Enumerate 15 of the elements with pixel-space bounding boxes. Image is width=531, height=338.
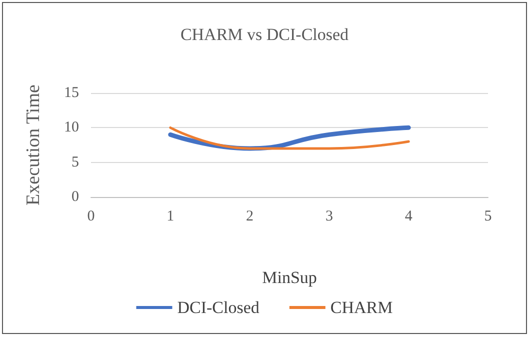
x-tick-label: 0 (87, 208, 95, 224)
x-tick-label: 1 (166, 208, 174, 224)
chart-title: CHARM vs DCI-Closed (180, 25, 350, 44)
x-tick-label: 2 (246, 208, 254, 224)
x-tick-label: 5 (484, 208, 492, 224)
y-axis-title: Execution Time (23, 84, 44, 206)
y-tick-label: 5 (72, 154, 79, 170)
x-tick-label: 3 (325, 208, 333, 224)
y-tick-label: 0 (72, 189, 79, 205)
x-axis-title: MinSup (262, 268, 317, 287)
y-tick-label: 15 (64, 85, 79, 101)
legend-label: DCI-Closed (177, 298, 260, 317)
legend-label: CHARM (330, 298, 393, 317)
x-tick-label: 4 (404, 208, 413, 224)
y-tick-label: 10 (64, 120, 79, 136)
